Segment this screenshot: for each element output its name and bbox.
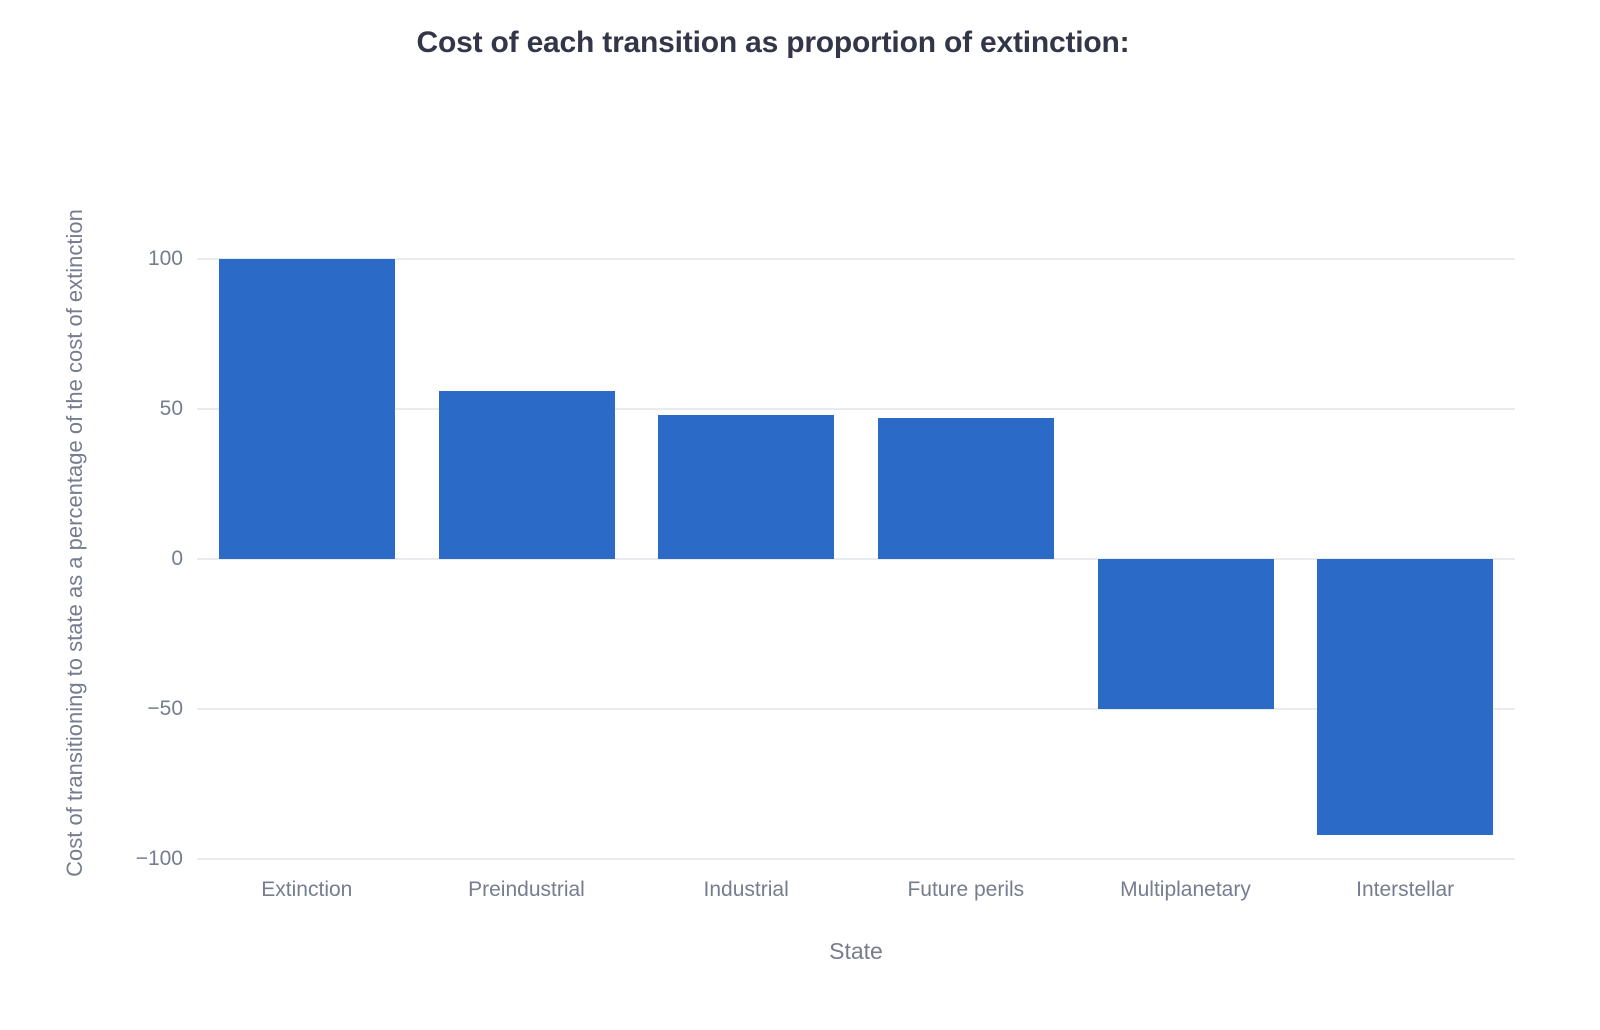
y-axis-title: Cost of transitioning to state as a perc… [62, 209, 87, 877]
gridline-−50 [197, 707, 1515, 710]
y-tick-label-2: 0 [171, 546, 183, 570]
gridline-0 [197, 557, 1515, 560]
bar-industrial [658, 414, 835, 559]
y-tick-label-1: 50 [159, 396, 183, 420]
y-tick-label-3: −50 [147, 696, 183, 720]
chart-title: Cost of each transition as proportion of… [416, 26, 1130, 59]
bar-preindustrial [438, 390, 615, 559]
x-tick-label-future-perils: Future perils [907, 878, 1025, 901]
gridline-50 [197, 407, 1515, 410]
x-tick-label-industrial: Industrial [703, 878, 789, 901]
bar-multiplanetary [1097, 558, 1274, 709]
gridline-100 [197, 257, 1515, 260]
x-tick-label-extinction: Extinction [261, 878, 353, 901]
x-tick-label-multiplanetary: Multiplanetary [1120, 878, 1251, 901]
bar-interstellar [1317, 558, 1494, 835]
x-tick-label-interstellar: Interstellar [1356, 878, 1455, 901]
y-tick-label-4: −100 [135, 846, 183, 870]
bar-extinction [218, 258, 395, 559]
bar-future-perils [877, 417, 1054, 559]
gridline-−100 [197, 857, 1515, 860]
x-tick-label-preindustrial: Preindustrial [468, 878, 585, 901]
x-axis-title: State [829, 938, 883, 964]
y-tick-label-0: 100 [147, 246, 183, 270]
